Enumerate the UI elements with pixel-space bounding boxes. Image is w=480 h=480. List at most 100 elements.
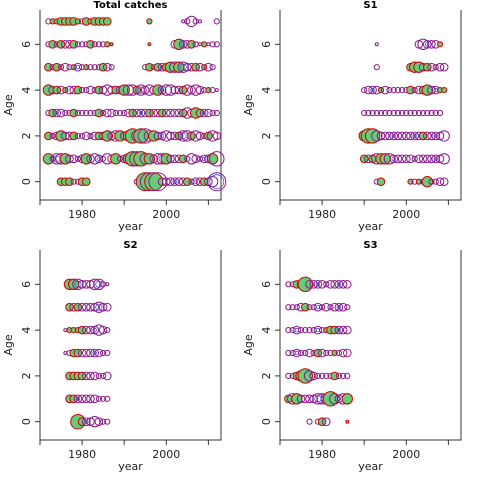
residual-bubble-inner bbox=[315, 282, 321, 287]
residual-bubble bbox=[206, 130, 219, 142]
residual-bubble bbox=[63, 328, 68, 333]
residual-bubble bbox=[177, 61, 189, 73]
residual-bubble bbox=[432, 109, 439, 117]
residual-bubble bbox=[133, 128, 149, 144]
residual-bubble bbox=[306, 418, 313, 425]
residual-bubble bbox=[170, 177, 179, 186]
residual-bubble-inner bbox=[336, 282, 342, 287]
y-tick-label: 6 bbox=[260, 281, 273, 288]
residual-bubble bbox=[343, 348, 352, 358]
residual-bubble bbox=[82, 131, 91, 141]
residual-bubble-inner bbox=[391, 133, 396, 139]
residual-bubble bbox=[100, 349, 107, 357]
residual-bubble bbox=[323, 372, 330, 379]
residual-bubble bbox=[82, 371, 91, 381]
y-tick-label: 2 bbox=[20, 372, 33, 379]
residual-bubble bbox=[90, 371, 99, 381]
residual-bubble bbox=[149, 108, 158, 118]
residual-bubble bbox=[302, 349, 309, 357]
residual-bubble bbox=[411, 87, 418, 94]
residual-bubble bbox=[421, 176, 433, 188]
residual-bubble bbox=[110, 153, 122, 165]
residual-bubble bbox=[313, 302, 323, 312]
y-tick-label: 6 bbox=[260, 41, 273, 48]
residual-bubble bbox=[93, 324, 105, 336]
residual-bubble bbox=[309, 280, 319, 289]
bubble-group bbox=[358, 38, 450, 188]
residual-bubble-inner bbox=[193, 179, 198, 184]
residual-bubble bbox=[213, 109, 220, 117]
chart-title: S1 bbox=[363, 0, 377, 11]
residual-bubble bbox=[297, 327, 305, 334]
residual-bubble bbox=[109, 42, 114, 47]
residual-bubble bbox=[386, 87, 393, 94]
residual-bubble bbox=[61, 62, 70, 72]
residual-bubble bbox=[57, 64, 65, 71]
residual-bubble bbox=[331, 349, 338, 357]
residual-bubble-inner bbox=[180, 42, 186, 47]
residual-bubble bbox=[201, 41, 208, 48]
residual-bubble bbox=[380, 85, 390, 95]
residual-bubble bbox=[435, 177, 445, 186]
residual-bubble bbox=[56, 40, 66, 49]
residual-bubble bbox=[192, 18, 199, 25]
residual-bubble bbox=[212, 131, 222, 141]
residual-bubble-inner bbox=[391, 156, 396, 161]
residual-bubble bbox=[93, 278, 105, 290]
residual-bubble bbox=[83, 87, 90, 94]
y-tick-label: 0 bbox=[20, 418, 33, 425]
residual-bubble bbox=[285, 304, 292, 311]
residual-bubble bbox=[428, 178, 435, 185]
residual-bubble bbox=[214, 88, 219, 93]
plot-frame bbox=[39, 250, 222, 441]
residual-bubble bbox=[393, 154, 403, 164]
residual-bubble bbox=[330, 302, 340, 312]
residual-bubble bbox=[69, 154, 78, 164]
residual-bubble-inner bbox=[159, 133, 165, 139]
residual-bubble-inner bbox=[433, 156, 438, 161]
residual-bubble bbox=[82, 177, 91, 186]
residual-bubble bbox=[371, 130, 383, 142]
residual-bubble bbox=[414, 154, 424, 164]
residual-bubble bbox=[100, 395, 107, 402]
residual-bubble bbox=[397, 154, 407, 164]
residual-bubble bbox=[376, 131, 386, 141]
residual-bubble bbox=[100, 418, 107, 425]
residual-bubble bbox=[191, 154, 200, 164]
residual-bubble bbox=[91, 41, 98, 48]
residual-bubble bbox=[323, 281, 330, 288]
residual-bubble bbox=[166, 154, 175, 164]
residual-bubble bbox=[314, 372, 321, 379]
y-tick-label: 6 bbox=[20, 281, 33, 288]
residual-bubble bbox=[338, 325, 348, 335]
chart-panel-1: Total catches 0 2 4 6 1980 2000 year Age bbox=[2, 0, 227, 233]
y-tick-label: 4 bbox=[260, 327, 273, 334]
x-tick-label: 1980 bbox=[308, 448, 336, 461]
residual-bubble bbox=[285, 349, 292, 357]
residual-bubble bbox=[309, 371, 319, 381]
residual-bubble bbox=[118, 84, 130, 96]
residual-bubble-inner bbox=[92, 350, 97, 356]
x-tick-label: 1980 bbox=[68, 448, 96, 461]
residual-bubble bbox=[393, 131, 403, 141]
residual-bubble bbox=[74, 41, 82, 48]
y-tick-label: 0 bbox=[260, 178, 273, 185]
residual-bubble bbox=[427, 131, 436, 141]
residual-bubble bbox=[98, 302, 108, 312]
residual-bubble bbox=[322, 417, 331, 427]
residual-bubble bbox=[435, 62, 445, 72]
residual-bubble-inner bbox=[201, 110, 207, 116]
residual-bubble bbox=[204, 108, 213, 118]
y-tick-label: 4 bbox=[260, 87, 273, 94]
residual-bubble-inner bbox=[336, 396, 342, 401]
residual-bubble-inner bbox=[336, 305, 342, 310]
residual-bubble bbox=[427, 40, 436, 49]
residual-bubble bbox=[162, 108, 171, 118]
residual-bubble bbox=[373, 109, 380, 117]
residual-bubble bbox=[82, 325, 91, 335]
chart-title: Total catches bbox=[93, 0, 167, 11]
residual-bubble bbox=[190, 130, 202, 142]
bubble-group bbox=[42, 15, 227, 192]
plot-frame bbox=[279, 250, 462, 441]
residual-bubble-inner bbox=[84, 419, 89, 424]
